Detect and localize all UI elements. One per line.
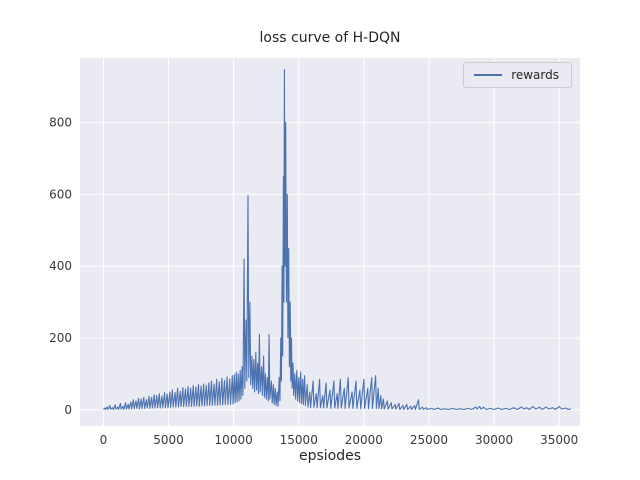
x-tick-label: 35000	[540, 433, 578, 447]
legend-line-icon	[474, 74, 503, 76]
chart-title: loss curve of H-DQN	[259, 30, 401, 46]
legend-label: rewards	[511, 68, 559, 82]
legend: rewards	[463, 62, 572, 88]
x-tick-label: 15000	[280, 433, 318, 447]
x-tick-label: 10000	[215, 433, 253, 447]
y-tick-label: 600	[49, 187, 72, 201]
y-tick-label: 800	[49, 116, 72, 130]
plot-background	[80, 58, 580, 426]
y-tick-label: 200	[49, 331, 72, 345]
x-tick-label: 5000	[153, 433, 184, 447]
y-tick-label: 0	[64, 403, 72, 417]
y-tick-label: 400	[49, 259, 72, 273]
x-tick-label: 0	[100, 433, 108, 447]
x-axis-label: epsiodes	[298, 448, 362, 464]
x-tick-label: 20000	[345, 433, 383, 447]
x-tick-label: 25000	[410, 433, 448, 447]
x-tick-label: 30000	[475, 433, 513, 447]
series-line-rewards	[102, 68, 572, 411]
